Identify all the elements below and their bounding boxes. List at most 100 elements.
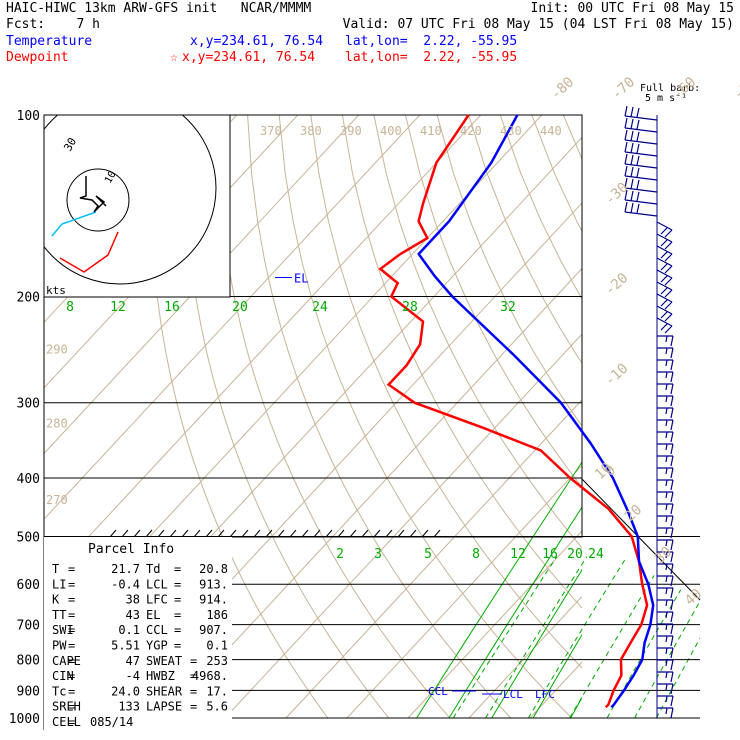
lfc-label: LFC — [535, 688, 555, 701]
hodograph-ring-label: 10 — [103, 170, 119, 186]
parcel-eq: = — [68, 700, 75, 714]
parcel-eq: = — [174, 562, 181, 576]
isotherm-line — [44, 115, 482, 586]
wind-barb — [656, 281, 673, 298]
wind-barb — [656, 305, 673, 322]
wind-barb — [657, 383, 674, 395]
freezing-hatch — [109, 529, 117, 538]
isotherm-label: -80 — [548, 74, 578, 103]
parcel-value: 913. — [199, 577, 228, 591]
wind-barb — [656, 257, 673, 274]
parcel-value: 21.7 — [111, 562, 140, 576]
parcel-key: LFC — [146, 593, 168, 607]
parcel-key: YGP — [146, 639, 168, 653]
freezing-hatch — [421, 529, 429, 538]
wind-barb — [656, 233, 673, 250]
pressure-tick-label: 500 — [17, 530, 40, 545]
hodograph-ring-outer — [44, 115, 217, 285]
pressure-tick-label: 900 — [17, 684, 40, 699]
full-barb-label: Full barb: — [640, 83, 701, 94]
parcel-value: 17. — [206, 684, 228, 698]
theta-label: 370 — [260, 124, 282, 138]
mixing-ratio-label: 24 — [312, 300, 328, 315]
parcel-eq: = — [68, 608, 75, 622]
parcel-value: 133 — [118, 700, 140, 714]
dewpoint-marker-icon: ☆ — [170, 50, 178, 65]
freezing-hatch — [133, 529, 141, 538]
isotherm-label: -70 — [609, 74, 639, 103]
wind-barb — [657, 335, 674, 347]
mixing-ratio-label: 20 — [567, 547, 583, 562]
frame-diagonal — [581, 478, 701, 601]
wind-barb — [624, 117, 658, 133]
freezing-hatch — [385, 529, 393, 538]
mixing-ratio-label: 5 — [424, 547, 432, 562]
wind-barb — [624, 141, 658, 157]
dry-adiabat-line — [721, 115, 740, 718]
moist-adiabat-line — [532, 633, 582, 719]
wind-barb — [624, 201, 658, 217]
parcel-eq: = — [68, 562, 75, 576]
hodograph-ring-label: 30 — [61, 136, 79, 154]
parcel-key: LI — [52, 577, 66, 591]
freezing-hatch — [265, 529, 273, 538]
lcl-label: LCL — [503, 688, 523, 701]
wind-barb — [657, 455, 674, 467]
dewpoint-legend: Dewpoint — [6, 50, 69, 65]
isotherm-line — [44, 115, 360, 455]
wind-barb — [656, 317, 673, 334]
parcel-value: 186 — [206, 608, 228, 622]
theta-label: 430 — [500, 124, 522, 138]
freezing-hatch — [337, 529, 345, 538]
parcel-eq: = — [68, 639, 75, 653]
wind-barb — [657, 551, 674, 563]
isotherms — [44, 115, 740, 719]
parcel-value: 5.51 — [111, 639, 140, 653]
hodograph: 30 10 kts — [43, 114, 231, 298]
mixing-ratio-label: 2 — [336, 547, 344, 562]
wind-barb — [657, 347, 674, 359]
parcel-eq: = — [68, 577, 75, 591]
wind-barb — [656, 293, 673, 310]
freezing-hatch — [193, 529, 201, 538]
parcel-key: K — [52, 593, 60, 607]
freezing-hatch — [301, 529, 309, 538]
isotherm-line — [346, 464, 582, 719]
freezing-hatch — [433, 529, 441, 538]
parcel-eq: = — [68, 623, 75, 637]
pressure-tick-label: 100 — [17, 109, 40, 124]
wind-barb — [656, 221, 673, 238]
wind-barb — [657, 599, 674, 611]
parcel-key: PW — [52, 639, 67, 653]
freezing-hatch — [397, 529, 405, 538]
freezing-hatch — [181, 529, 189, 538]
header-init-time: Init: 00 UTC Fri 08 May 15 — [530, 1, 735, 16]
parcel-value: 4968. — [192, 669, 228, 683]
parcel-eq: = — [68, 654, 75, 668]
parcel-eq: = — [68, 669, 75, 683]
parcel-eq: = — [68, 593, 75, 607]
mixing-ratio-line — [606, 556, 700, 719]
ccl-label: CCL — [428, 685, 448, 698]
hodograph-mid-trace — [51, 211, 97, 237]
parcel-key: TT — [52, 608, 66, 622]
temperature-xy: x,y=234.61, 76.54 — [190, 34, 324, 49]
moist-adiabat-line — [416, 461, 582, 719]
pressure-tick-label: 700 — [17, 619, 40, 634]
dry-adiabat-line — [499, 115, 582, 300]
isotherm-line — [163, 267, 582, 719]
isotherm-line — [44, 115, 421, 520]
wind-barb — [657, 683, 674, 695]
theta-label: 380 — [300, 124, 322, 138]
parcel-value: 38 — [126, 593, 140, 607]
parcel-eq: = — [190, 654, 197, 668]
mixing-ratio-lines — [416, 461, 700, 719]
moist-adiabat-line — [448, 506, 582, 719]
parcel-value: -4 — [126, 669, 140, 683]
theta-label: 270 — [46, 493, 68, 507]
dewpoint-xy: x,y=234.61, 76.54 — [182, 50, 316, 65]
temperature-latlon: lat,lon= 2.22, -55.95 — [345, 34, 518, 49]
theta-label: 440 — [540, 124, 562, 138]
freezing-hatch — [121, 529, 129, 538]
dry-adiabat-line — [373, 115, 582, 549]
